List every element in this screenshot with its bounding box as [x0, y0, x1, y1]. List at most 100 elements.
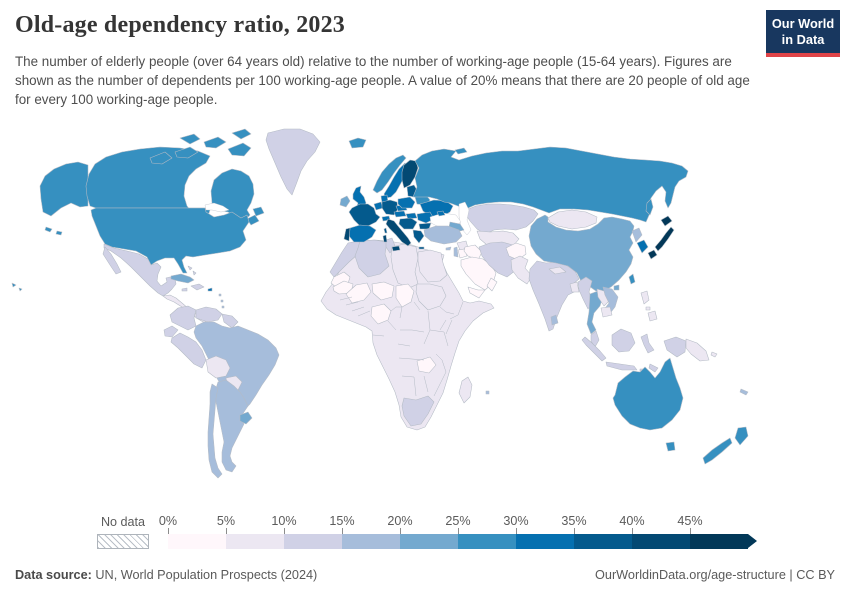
country-austria[interactable] — [393, 210, 407, 218]
country-greece[interactable] — [412, 229, 425, 250]
legend-segment-10-15%[interactable] — [284, 534, 342, 549]
country-malaysia[interactable] — [590, 330, 600, 348]
country-italy[interactable] — [385, 218, 412, 247]
country-pakistan[interactable] — [510, 255, 533, 285]
country-ecuador[interactable] — [163, 325, 179, 338]
country-bahamas[interactable] — [187, 265, 197, 276]
country-usa-aleutians[interactable] — [44, 226, 63, 236]
region-guianas[interactable] — [221, 313, 239, 329]
country-kazakhstan[interactable] — [465, 203, 539, 235]
credit-link[interactable]: OurWorldinData.org/age-structure | CC BY — [595, 568, 835, 582]
country-hispaniola[interactable] — [190, 283, 205, 291]
country-australia[interactable] — [612, 357, 684, 431]
country-romania[interactable] — [416, 211, 435, 224]
country-ireland[interactable] — [339, 195, 351, 208]
country-norway[interactable] — [372, 154, 407, 194]
country-puerto-rico[interactable] — [207, 287, 213, 292]
country-indonesia-sulawesi[interactable] — [640, 333, 655, 354]
country-philippines[interactable] — [640, 290, 658, 322]
country-new-zealand[interactable] — [702, 426, 749, 465]
country-mexico-baja[interactable] — [102, 246, 122, 275]
country-niger[interactable] — [371, 281, 395, 301]
country-mongolia[interactable] — [547, 209, 598, 230]
region-lesser-antilles[interactable] — [218, 293, 225, 309]
country-yemen[interactable] — [467, 286, 486, 299]
country-iceland[interactable] — [348, 137, 367, 149]
legend-segment-20-25%[interactable] — [400, 534, 458, 549]
country-hungary[interactable] — [405, 212, 418, 220]
country-north-korea[interactable] — [631, 227, 643, 243]
country-bolivia[interactable] — [205, 355, 231, 379]
country-papua-new-guinea[interactable] — [685, 338, 718, 362]
country-indonesia-sumatra[interactable] — [581, 336, 607, 362]
legend-segment-45%+[interactable] — [690, 534, 748, 549]
country-venezuela[interactable] — [195, 306, 223, 323]
country-afghanistan[interactable] — [505, 242, 527, 261]
country-france[interactable] — [348, 203, 381, 227]
legend-segment-0-5%[interactable] — [168, 534, 226, 549]
region-benelux[interactable] — [373, 201, 384, 211]
country-china-hainan[interactable] — [613, 284, 620, 291]
country-indonesia-java[interactable] — [605, 361, 659, 373]
country-chile[interactable] — [207, 383, 223, 479]
country-sri-lanka[interactable] — [550, 314, 559, 326]
country-russia[interactable] — [412, 146, 689, 223]
country-egypt[interactable] — [417, 249, 448, 283]
country-china[interactable] — [528, 214, 635, 292]
country-chad[interactable] — [395, 283, 415, 308]
country-greenland[interactable] — [265, 128, 321, 196]
country-bangladesh[interactable] — [569, 281, 580, 293]
country-south-africa[interactable] — [401, 395, 435, 427]
country-nigeria[interactable] — [370, 303, 392, 325]
country-ukraine-crimea[interactable] — [436, 210, 446, 217]
country-peru[interactable] — [170, 332, 207, 369]
country-jamaica[interactable] — [181, 287, 188, 292]
country-madagascar[interactable] — [458, 376, 473, 404]
country-finland[interactable] — [401, 159, 419, 189]
country-italy-islands[interactable] — [382, 234, 401, 252]
country-new-caledonia[interactable] — [739, 388, 749, 396]
owid-logo[interactable]: Our World in Data — [766, 10, 840, 57]
legend-segment-5-10%[interactable] — [226, 534, 284, 549]
country-algeria[interactable] — [354, 239, 390, 278]
country-cuba[interactable] — [170, 273, 195, 284]
country-norway-svalbard[interactable] — [454, 147, 468, 155]
country-turkey[interactable] — [423, 225, 463, 245]
country-cambodia[interactable] — [600, 306, 613, 318]
legend-segment-15-20%[interactable] — [342, 534, 400, 549]
country-argentina[interactable] — [214, 379, 249, 473]
country-mexico[interactable] — [103, 243, 177, 297]
country-france-corsica[interactable] — [383, 227, 388, 234]
country-uk[interactable] — [352, 185, 367, 210]
legend-segment-30-35%[interactable] — [516, 534, 574, 549]
country-south-korea[interactable] — [636, 239, 649, 254]
country-laos[interactable] — [596, 288, 611, 307]
country-nepal[interactable] — [548, 266, 567, 275]
country-canada-newfoundland[interactable] — [246, 206, 265, 226]
country-japan[interactable] — [647, 215, 675, 260]
country-oman[interactable] — [486, 277, 498, 292]
country-alaska[interactable] — [39, 161, 89, 217]
country-canada-arctic[interactable] — [149, 128, 252, 165]
region-balkans[interactable] — [398, 217, 418, 230]
country-portugal[interactable] — [343, 227, 351, 242]
country-canada[interactable] — [85, 146, 255, 222]
country-cyprus[interactable] — [445, 246, 452, 251]
country-russia-sakhalin[interactable] — [645, 198, 654, 216]
country-usa[interactable] — [90, 207, 250, 274]
legend-no-data-swatch[interactable] — [97, 534, 149, 549]
country-usa-hawaii[interactable] — [11, 282, 23, 292]
country-uruguay[interactable] — [239, 411, 253, 425]
country-poland[interactable] — [397, 196, 416, 209]
legend-segment-25-30%[interactable] — [458, 534, 516, 549]
country-taiwan[interactable] — [628, 273, 636, 285]
country-mauritius[interactable] — [485, 390, 490, 395]
country-mali[interactable] — [345, 282, 372, 304]
country-colombia[interactable] — [169, 305, 197, 331]
country-zambia[interactable] — [416, 356, 437, 374]
country-israel[interactable] — [453, 246, 459, 258]
country-indonesia-papua[interactable] — [663, 336, 687, 358]
legend-segment-35-40%[interactable] — [574, 534, 632, 549]
country-spain[interactable] — [348, 224, 377, 243]
country-australia-tasmania[interactable] — [665, 441, 676, 452]
